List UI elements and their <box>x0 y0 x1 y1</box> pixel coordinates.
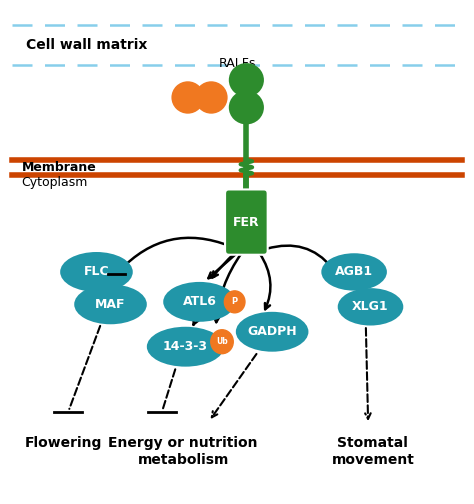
Ellipse shape <box>321 253 387 291</box>
Ellipse shape <box>147 327 224 366</box>
Ellipse shape <box>195 81 228 114</box>
Ellipse shape <box>229 63 264 97</box>
Text: ATL6: ATL6 <box>182 295 217 308</box>
Ellipse shape <box>236 312 309 352</box>
Circle shape <box>224 291 245 313</box>
Text: Membrane: Membrane <box>21 161 96 174</box>
Ellipse shape <box>172 81 204 114</box>
Ellipse shape <box>337 288 403 326</box>
Text: 14-3-3: 14-3-3 <box>163 340 208 353</box>
Text: MAF: MAF <box>95 298 126 311</box>
Circle shape <box>211 330 233 354</box>
Text: P: P <box>232 297 238 306</box>
Ellipse shape <box>60 252 133 292</box>
FancyBboxPatch shape <box>225 190 268 255</box>
Text: Energy or nutrition
metabolism: Energy or nutrition metabolism <box>109 436 258 467</box>
Text: FER: FER <box>233 216 260 229</box>
Text: AGB1: AGB1 <box>335 266 373 278</box>
Text: Flowering: Flowering <box>25 436 102 451</box>
Text: Ub: Ub <box>216 337 228 346</box>
Text: XLG1: XLG1 <box>352 300 389 313</box>
Text: Cell wall matrix: Cell wall matrix <box>26 38 147 52</box>
Ellipse shape <box>74 284 147 324</box>
Text: FLC: FLC <box>83 266 109 278</box>
Text: RALFs: RALFs <box>219 57 255 70</box>
Text: GADPH: GADPH <box>247 325 297 338</box>
Ellipse shape <box>229 91 264 124</box>
Text: Stomatal
movement: Stomatal movement <box>331 436 414 467</box>
Text: Cytoplasm: Cytoplasm <box>21 176 88 188</box>
Ellipse shape <box>163 282 236 322</box>
